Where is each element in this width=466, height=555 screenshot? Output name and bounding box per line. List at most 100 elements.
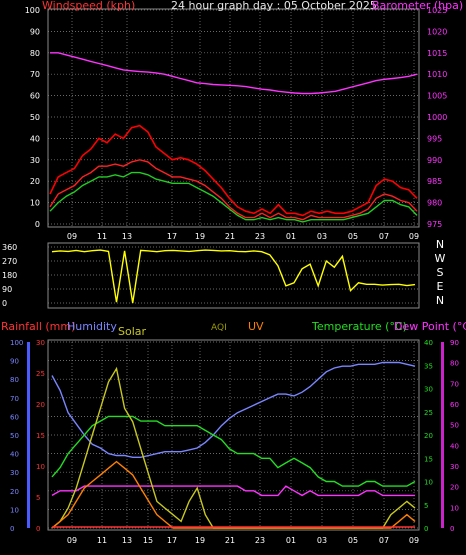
temp-lines [51,361,416,529]
dewpoint-y-tick: 30 [450,463,459,471]
temp-x-tick: 13 [122,536,132,545]
temperature-y-tick: 10 [424,479,433,487]
wind-x-tick: 13 [122,232,132,241]
dewpoint-y-tick: 70 [450,380,459,388]
direction-y-tick: 180 [2,271,17,280]
legend-temperature: Temperature (°C) [311,320,407,333]
direction-lines [51,249,416,304]
wind-y-tick: 40 [30,134,40,143]
temperature-y-tick: 0 [424,525,428,533]
legend-dew-point: Dew Point (°C) [394,320,466,333]
wind-x-tick: 21 [225,232,235,241]
wind-x-tick: 01 [286,232,296,241]
legend-uv: UV [248,320,264,333]
wind-y-tick: 80 [30,49,40,58]
windspeed-axis-label: Windspeed (kph) [42,0,135,12]
direction-compass-label: N [436,294,444,307]
temp-humidity-panel: 0102030405060708090100051015202530051015… [1,320,466,545]
temp-x-tick: 09 [409,536,419,545]
direction-compass-label: W [435,252,446,265]
temp-ticks: 0102030405060708090100051015202530051015… [10,339,459,545]
dewpoint-y-tick: 90 [450,339,459,347]
temp-x-tick: 21 [225,536,235,545]
wind-x-tick: 09 [67,232,77,241]
baro-y-tick: 1015 [427,49,447,58]
rainfall-y-tick: 20 [36,401,45,409]
direction-y-tick: 360 [2,243,17,252]
wind-x-tick: 03 [317,232,327,241]
temp-x-tick: 19 [195,536,205,545]
humidity-y-tick: 0 [10,525,14,533]
graph-title: 24 hour graph day : 05 October 2025 [171,0,377,12]
legend-aqi: AQI [211,323,227,333]
humidity-y-tick: 10 [10,506,19,514]
legend-solar: Solar [118,325,147,338]
baro-y-tick: 985 [427,177,442,186]
wind-plot-frame [47,8,420,228]
wind-y-tick: 90 [30,27,40,36]
temp-x-tick: 05 [348,536,358,545]
humidity-y-tick: 20 [10,488,19,496]
wind-lines [49,52,418,223]
baro-y-tick: 1025 [427,6,447,15]
wind-x-tick: 17 [167,232,177,241]
wind-y-tick: 70 [30,70,40,79]
wind-y-tick: 100 [25,6,40,15]
humidity-y-tick: 90 [10,358,19,366]
humidity-y-tick: 50 [10,432,19,440]
dewpoint-y-tick: 20 [450,484,459,492]
rainfall-y-tick: 0 [36,525,40,533]
temperature-y-tick: 20 [424,432,433,440]
dewpoint-y-tick: 60 [450,401,459,409]
baro-y-tick: 1010 [427,70,447,79]
humidity-axis-bar [27,342,30,528]
gust-line [49,124,418,217]
wind-y-tick: 60 [30,92,40,101]
temperature-y-tick: 40 [424,339,433,347]
baro-y-tick: 1020 [427,27,447,36]
baro-y-tick: 1000 [427,113,447,122]
dewpoint-y-tick: 10 [450,504,459,512]
average-line [49,171,418,223]
humidity-y-tick: 40 [10,451,19,459]
wind-x-tick: 09 [409,232,419,241]
dewpoint-y-tick: 80 [450,360,459,368]
wind-line [49,159,418,221]
humidity-y-tick: 100 [10,339,23,347]
temperature-y-tick: 15 [424,455,433,463]
temp-x-tick: 17 [167,536,177,545]
temp-x-tick: 01 [286,536,296,545]
wind-x-tick: 05 [348,232,358,241]
temp-x-tick: 23 [255,536,265,545]
direction-compass-label: S [437,266,444,279]
uv-line [51,460,416,529]
temperature-y-tick: 30 [424,386,433,394]
dewpoint-y-tick: 50 [450,422,459,430]
humidity-y-tick: 80 [10,376,19,384]
dewpoint-axis-bar [441,342,444,528]
temperature-line [51,415,416,487]
rainfall-y-tick: 5 [36,494,40,502]
wind-y-tick: 30 [30,156,40,165]
baro-y-tick: 990 [427,156,442,165]
baro-y-tick: 980 [427,199,442,208]
humidity-y-tick: 70 [10,395,19,403]
wind-x-tick: 07 [379,232,389,241]
legend-humidity: Humidity [67,320,117,333]
humidity-line [51,361,416,458]
wind-y-tick: 0 [35,220,40,229]
baro-y-tick: 995 [427,134,442,143]
humidity-y-tick: 30 [10,469,19,477]
direction-y-tick: 270 [2,257,17,266]
temp-x-tick: 03 [317,536,327,545]
wind-y-tick: 10 [30,199,40,208]
dewpoint-y-tick: 0 [450,525,454,533]
wind-y-tick: 20 [30,177,40,186]
wind-y-tick: 50 [30,113,40,122]
legend-rainfall: Rainfall (mm) [1,320,75,333]
rainfall-y-tick: 30 [36,339,45,347]
direction-plot-frame [47,242,420,309]
